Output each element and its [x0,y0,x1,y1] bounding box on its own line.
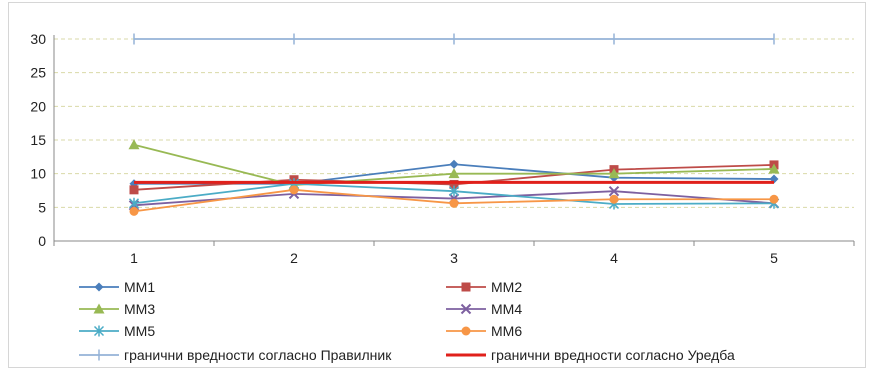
legend-item: гранични вредности согласно Правилник [79,347,392,363]
legend-label: ММ4 [491,301,522,317]
data-point [129,206,139,216]
legend-label: ММ5 [124,323,155,339]
legend-item: ММ6 [446,323,522,339]
data-point [449,159,459,169]
data-point [448,168,460,179]
data-point [609,194,619,204]
legend-label: ММ1 [124,279,155,295]
x-tick-label: 3 [450,250,458,266]
y-tick-label: 30 [30,31,46,47]
data-point [769,194,779,204]
data-point [449,179,459,189]
x-tick-label: 2 [290,250,298,266]
legend-marker [93,325,105,337]
data-point [129,185,139,195]
x-tick-label: 1 [130,250,138,266]
data-point [608,168,620,179]
data-point [128,139,140,150]
legend-item: ММ3 [79,301,155,317]
legend-item: ММ4 [446,301,522,317]
data-point [449,198,459,208]
y-tick-label: 20 [30,98,46,114]
x-tick-label: 5 [770,250,778,266]
legend-marker [461,326,471,336]
y-tick-label: 0 [38,233,46,249]
line-chart: 0 5 10 15 20 25 30 1 2 3 4 5 ММ1 ММ2 ММ3 ММ4 ММ5 ММ6 грани… [30,31,855,363]
legend-item: ММ2 [446,279,522,295]
legend: ММ1 ММ2 ММ3 ММ4 ММ5 ММ6 гранични вредности сог… [79,279,735,363]
chart-frame: 0 5 10 15 20 25 30 1 2 3 4 5 ММ1 ММ2 ММ3 ММ4 ММ5 ММ6 грани… [8,2,866,368]
legend-label: гранични вредности согласно Правилник [124,347,392,363]
series-7 [133,33,775,45]
data-point [448,185,460,197]
legend-label: ММ6 [491,323,522,339]
legend-marker [94,282,104,292]
data-point [608,185,620,197]
y-tick-label: 10 [30,166,46,182]
y-tick-label: 15 [30,132,46,148]
data-point [289,185,299,195]
legend-item: ММ5 [79,323,155,339]
series-6 [129,185,779,216]
y-tick-label: 5 [38,199,46,215]
legend-marker [460,303,472,315]
legend-item: ММ1 [79,279,155,295]
legend-label: ММ3 [124,301,155,317]
legend-label: ММ2 [491,279,522,295]
x-tick-label: 4 [610,250,618,266]
legend-item: гранични вредности согласно Уредба [446,347,735,363]
legend-marker [461,282,471,292]
legend-label: гранични вредности согласно Уредба [491,347,735,363]
data-point [768,163,780,174]
y-tick-label: 25 [30,65,46,81]
legend-marker [93,303,105,314]
